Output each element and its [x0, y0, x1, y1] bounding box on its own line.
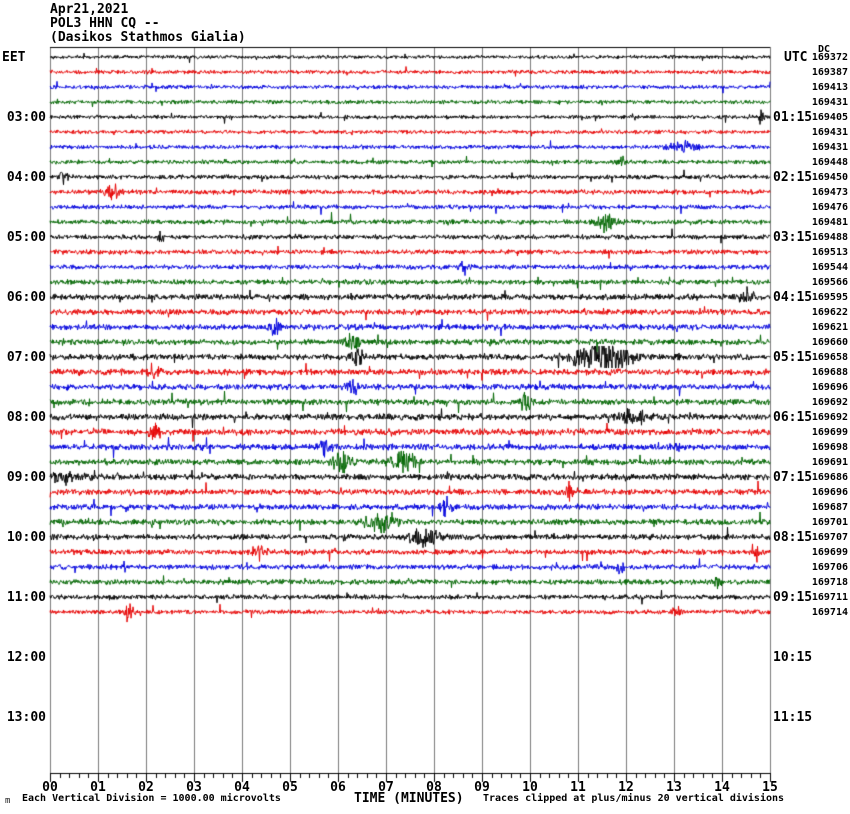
dc-value: 169686 — [811, 472, 848, 483]
dc-column-label: DC — [818, 44, 831, 55]
eet-hour-label: 09:00 — [6, 470, 46, 485]
utc-hour-label: 01:15 — [773, 110, 813, 125]
dc-value: 169450 — [811, 172, 848, 183]
dc-value: 169707 — [811, 532, 848, 543]
dc-value: 169696 — [811, 382, 848, 393]
dc-value: 169692 — [811, 412, 848, 423]
dc-value: 169372 — [811, 52, 848, 63]
x-tick-label: 01 — [90, 780, 106, 795]
dc-value: 169621 — [811, 322, 848, 333]
utc-hour-label: 11:15 — [773, 710, 813, 725]
title-station: POL3 HHN CQ -- — [50, 16, 160, 31]
dc-value: 169413 — [811, 82, 848, 93]
dc-value: 169696 — [811, 487, 848, 498]
dc-value: 169687 — [811, 502, 848, 513]
eet-hour-label: 07:00 — [6, 350, 46, 365]
dc-value: 169699 — [811, 547, 848, 558]
dc-value: 169711 — [811, 592, 848, 603]
x-tick-label: 00 — [42, 780, 58, 795]
eet-hour-label: 05:00 — [6, 230, 46, 245]
x-tick-label: 11 — [570, 780, 586, 795]
x-tick-label: 09 — [474, 780, 490, 795]
dc-value: 169699 — [811, 427, 848, 438]
dc-value: 169691 — [811, 457, 848, 468]
dc-value: 169481 — [811, 217, 848, 228]
dc-value: 169706 — [811, 562, 848, 573]
x-tick-label: 03 — [186, 780, 202, 795]
x-tick-label: 14 — [714, 780, 730, 795]
left-timezone-label: EET — [2, 50, 26, 65]
dc-value: 169473 — [811, 187, 848, 198]
dc-value: 169595 — [811, 292, 848, 303]
dc-value: 169476 — [811, 202, 848, 213]
title-date: Apr21,2021 — [50, 2, 129, 17]
eet-hour-label: 06:00 — [6, 290, 46, 305]
utc-hour-label: 10:15 — [773, 650, 813, 665]
dc-value: 169448 — [811, 157, 848, 168]
x-axis-title: TIME (MINUTES) — [354, 791, 464, 806]
x-tick-label: 08 — [426, 780, 442, 795]
eet-hour-label: 11:00 — [6, 590, 46, 605]
utc-hour-label: 07:15 — [773, 470, 813, 485]
utc-hour-label: 09:15 — [773, 590, 813, 605]
dc-value: 169692 — [811, 397, 848, 408]
x-tick-label: 05 — [282, 780, 298, 795]
utc-hour-label: 04:15 — [773, 290, 813, 305]
dc-value: 169566 — [811, 277, 848, 288]
dc-value: 169431 — [811, 142, 848, 153]
eet-hour-label: 12:00 — [6, 650, 46, 665]
dc-value: 169660 — [811, 337, 848, 348]
dc-value: 169718 — [811, 577, 848, 588]
dc-value: 169701 — [811, 517, 848, 528]
eet-hour-label: 10:00 — [6, 530, 46, 545]
eet-hour-label: 08:00 — [6, 410, 46, 425]
x-tick-label: 02 — [138, 780, 154, 795]
dc-value: 169688 — [811, 367, 848, 378]
utc-hour-label: 05:15 — [773, 350, 813, 365]
x-tick-label: 13 — [666, 780, 682, 795]
utc-hour-label: 08:15 — [773, 530, 813, 545]
dc-value: 169405 — [811, 112, 848, 123]
title-location: (Dasikos Stathmos Gialia) — [50, 30, 246, 45]
footer-clip-note: Traces clipped at plus/minus 20 vertical… — [483, 793, 785, 804]
right-timezone-label: UTC — [784, 50, 808, 65]
x-tick-label: 10 — [522, 780, 538, 795]
dc-value: 169622 — [811, 307, 848, 318]
dc-value: 169714 — [811, 607, 848, 618]
watermark-glyph: m — [5, 796, 11, 806]
utc-hour-label: 06:15 — [773, 410, 813, 425]
x-tick-label: 04 — [234, 780, 250, 795]
dc-value: 169658 — [811, 352, 848, 363]
x-tick-label: 07 — [378, 780, 394, 795]
eet-hour-label: 03:00 — [6, 110, 46, 125]
x-tick-label: 12 — [618, 780, 634, 795]
dc-value: 169431 — [811, 97, 848, 108]
dc-value: 169387 — [811, 67, 848, 78]
dc-value: 169698 — [811, 442, 848, 453]
dc-value: 169431 — [811, 127, 848, 138]
dc-value: 169544 — [811, 262, 848, 273]
x-tick-label: 15 — [762, 780, 778, 795]
x-tick-label: 06 — [330, 780, 346, 795]
utc-hour-label: 02:15 — [773, 170, 813, 185]
footer-division-note: Each Vertical Division = 1000.00 microvo… — [22, 793, 281, 804]
eet-hour-label: 13:00 — [6, 710, 46, 725]
dc-value: 169513 — [811, 247, 848, 258]
utc-hour-label: 03:15 — [773, 230, 813, 245]
dc-value: 169488 — [811, 232, 848, 243]
eet-hour-label: 04:00 — [6, 170, 46, 185]
